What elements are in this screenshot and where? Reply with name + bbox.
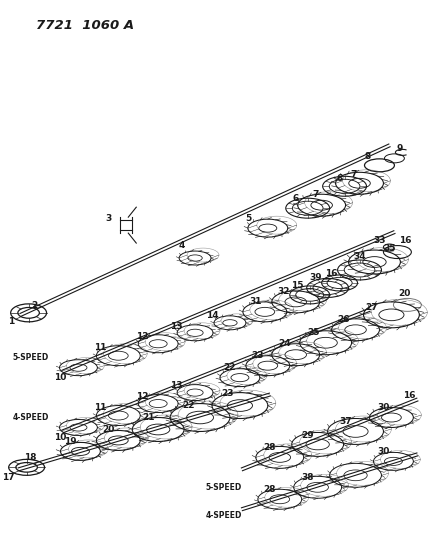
Text: 19: 19 xyxy=(64,437,77,446)
Text: 6: 6 xyxy=(293,193,299,203)
Text: 13: 13 xyxy=(170,381,182,390)
Text: 4-SPEED: 4-SPEED xyxy=(206,511,242,520)
Text: 12: 12 xyxy=(136,332,148,341)
Text: 20: 20 xyxy=(398,289,411,298)
Text: 35: 35 xyxy=(383,244,396,253)
Text: 31: 31 xyxy=(250,297,262,306)
Text: 5: 5 xyxy=(245,214,251,223)
Text: 16: 16 xyxy=(403,391,416,400)
Text: 10: 10 xyxy=(54,373,66,382)
Text: 20: 20 xyxy=(102,425,115,434)
Text: 27: 27 xyxy=(365,303,378,312)
Text: 15: 15 xyxy=(291,281,304,290)
Text: 22: 22 xyxy=(182,401,194,410)
Text: 3: 3 xyxy=(105,214,112,223)
Text: 14: 14 xyxy=(205,311,218,320)
Text: 9: 9 xyxy=(396,144,402,153)
Text: 2: 2 xyxy=(31,301,38,310)
Text: 5-SPEED: 5-SPEED xyxy=(12,353,49,362)
Text: 21: 21 xyxy=(142,413,154,422)
Text: 23: 23 xyxy=(222,389,234,398)
Text: 5-SPEED: 5-SPEED xyxy=(206,483,242,492)
Text: 26: 26 xyxy=(337,316,350,324)
Text: 16: 16 xyxy=(399,236,412,245)
Text: 25: 25 xyxy=(308,328,320,337)
Text: 4-SPEED: 4-SPEED xyxy=(12,413,49,422)
Text: 34: 34 xyxy=(353,252,366,261)
Text: 32: 32 xyxy=(278,287,290,296)
Text: 1: 1 xyxy=(8,317,14,326)
Text: 8: 8 xyxy=(364,152,371,161)
Text: 22: 22 xyxy=(224,363,236,372)
Text: 39: 39 xyxy=(309,273,322,282)
Text: 17: 17 xyxy=(2,473,15,482)
Text: 11: 11 xyxy=(94,403,107,412)
Text: 30: 30 xyxy=(377,403,390,412)
Text: 30: 30 xyxy=(377,447,390,456)
Text: 7: 7 xyxy=(350,170,357,179)
Text: 7721  1060 A: 7721 1060 A xyxy=(36,19,134,32)
Text: 16: 16 xyxy=(325,270,338,278)
Text: 38: 38 xyxy=(302,473,314,482)
Text: 7: 7 xyxy=(312,190,319,199)
Text: 37: 37 xyxy=(339,417,352,426)
Text: 13: 13 xyxy=(170,322,182,332)
Text: 12: 12 xyxy=(136,392,148,401)
Text: 28: 28 xyxy=(263,443,276,452)
Text: 4: 4 xyxy=(179,240,185,249)
Text: 18: 18 xyxy=(24,453,37,462)
Text: 6: 6 xyxy=(336,174,343,183)
Text: 11: 11 xyxy=(94,343,107,352)
Text: 29: 29 xyxy=(302,431,314,440)
Text: 24: 24 xyxy=(278,339,291,348)
Text: 10: 10 xyxy=(54,433,66,442)
Text: 28: 28 xyxy=(263,485,276,494)
Text: 23: 23 xyxy=(252,351,264,360)
Text: 33: 33 xyxy=(373,236,386,245)
